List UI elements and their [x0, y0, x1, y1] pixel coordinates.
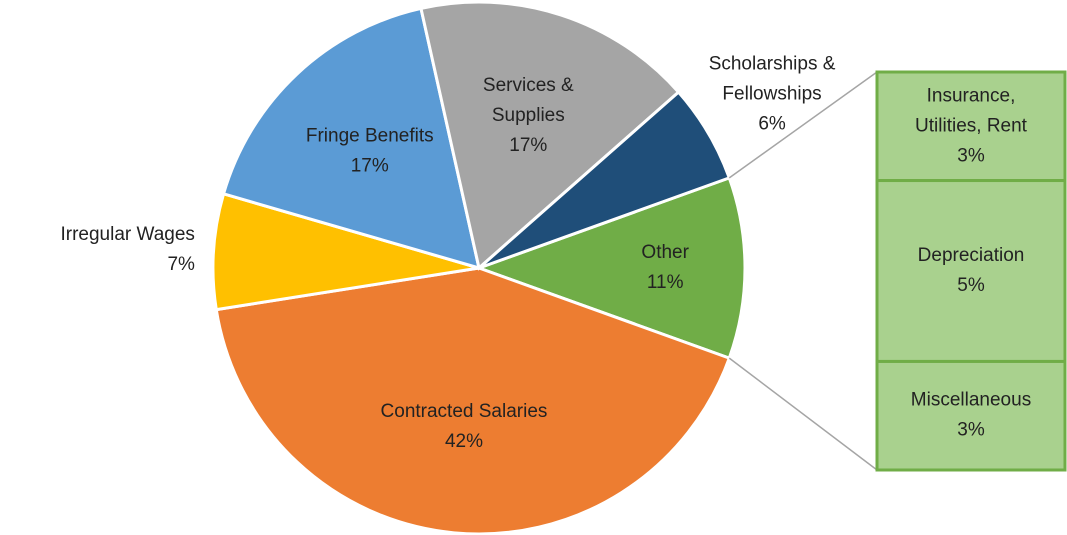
slice-value-label: 6% — [758, 114, 786, 135]
slice-value-label: 17% — [351, 156, 389, 177]
pie-slice — [211, 191, 480, 312]
connector-line — [728, 71, 878, 179]
breakdown-value-label: 3% — [957, 420, 985, 441]
slice-value-label: 7% — [167, 254, 195, 275]
connector-line — [728, 357, 878, 471]
slice-label: Contracted Salaries — [381, 401, 548, 422]
breakdown-label: Miscellaneous — [911, 390, 1031, 411]
slice-label: Other — [641, 242, 689, 263]
pie-slice — [474, 175, 747, 361]
slice-value-label: 42% — [445, 431, 483, 452]
breakdown-segment — [875, 179, 1067, 363]
breakdown-value-label: 5% — [957, 275, 985, 296]
slice-value-label: 11% — [647, 272, 684, 293]
slice-label: Scholarships & Fellowships — [709, 54, 836, 105]
breakdown-label: Depreciation — [918, 245, 1025, 266]
pie-slice — [221, 6, 482, 271]
breakdown-segment — [875, 359, 1067, 472]
slice-value-label: 17% — [509, 135, 547, 156]
pie-slice — [419, 0, 681, 271]
breakdown-value-label: 3% — [957, 145, 985, 166]
breakdown-label: Insurance, Utilities, Rent — [915, 85, 1028, 136]
slice-label: Fringe Benefits — [306, 126, 434, 147]
slice-label: Irregular Wages — [60, 224, 194, 245]
slice-label: Services & Supplies — [483, 75, 574, 126]
pie-slice — [214, 266, 732, 535]
